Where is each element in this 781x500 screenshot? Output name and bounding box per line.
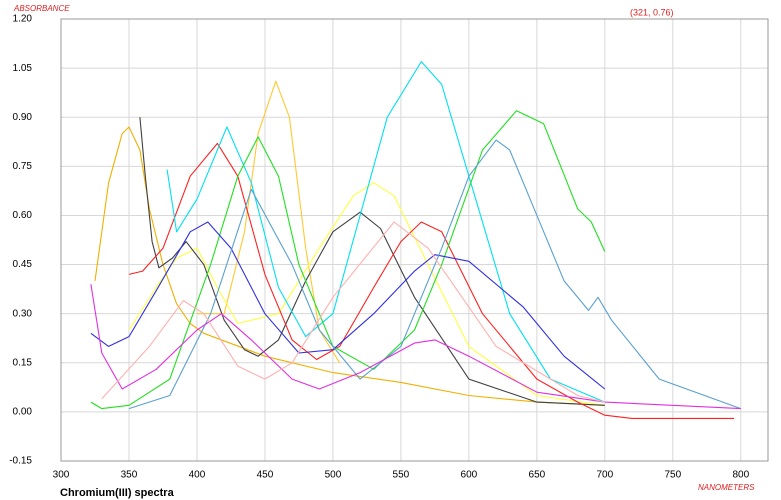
x-tick-label: 400 — [189, 470, 206, 481]
plot-frame — [60, 18, 769, 462]
y-tick-label: 0.75 — [13, 161, 33, 172]
spectrum-line — [90, 221, 606, 390]
x-tick-label: 600 — [461, 470, 478, 481]
spectrum-line — [94, 126, 605, 406]
y-axis-label: ABSORBANCE — [13, 4, 70, 13]
y-tick-label: 0.30 — [13, 308, 33, 319]
x-tick-label: 700 — [597, 470, 614, 481]
y-tick-label: 0.15 — [13, 357, 33, 368]
spectrum-line — [128, 182, 605, 406]
y-tick-label: 1.20 — [13, 14, 33, 25]
y-tick-label: 1.05 — [13, 63, 33, 74]
spectrum-line — [128, 142, 734, 419]
spectrum-line — [90, 284, 741, 410]
spectrum-line — [166, 61, 606, 403]
x-tick-label: 800 — [732, 470, 749, 481]
x-tick-label: 300 — [53, 470, 70, 481]
spectrum-line — [101, 221, 605, 403]
chart-title: Chromium(III) spectra — [60, 487, 175, 499]
x-tick-label: 500 — [325, 470, 342, 481]
spectrum-line — [139, 117, 605, 406]
x-tick-label: 350 — [121, 470, 138, 481]
x-tick-label: 550 — [393, 470, 410, 481]
x-tick-label: 650 — [529, 470, 546, 481]
x-tick-label: 450 — [257, 470, 274, 481]
y-tick-label: 0.45 — [13, 259, 33, 270]
x-tick-label: 750 — [664, 470, 681, 481]
annotation: (321, 0.76) — [630, 7, 674, 17]
x-axis-label: NANOMETERS — [698, 483, 755, 492]
y-tick-label: 0.60 — [13, 210, 33, 221]
y-tick-label: 0.00 — [13, 407, 33, 418]
y-tick-label: -0.15 — [9, 456, 32, 467]
spectrum-line — [128, 139, 741, 410]
y-tick-label: 0.90 — [13, 112, 33, 123]
